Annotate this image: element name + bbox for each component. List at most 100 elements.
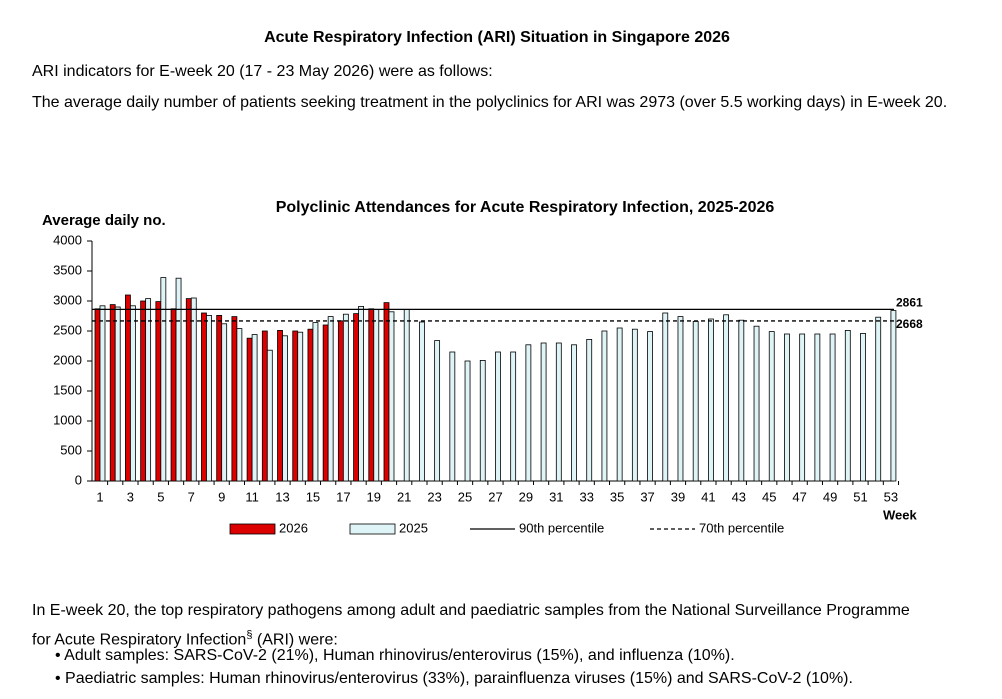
bar — [510, 351, 517, 482]
bar — [419, 321, 425, 482]
bar — [251, 334, 258, 482]
x-tick-label: 21 — [397, 489, 411, 504]
y-tick-label: 0 — [75, 472, 82, 487]
x-tick-label: 51 — [853, 489, 867, 504]
bar — [94, 308, 101, 482]
bar — [616, 327, 623, 482]
bar — [312, 322, 319, 482]
bar — [206, 314, 212, 482]
bar — [571, 344, 577, 482]
bar — [358, 305, 364, 482]
bar — [99, 305, 106, 482]
x-tick-label: 39 — [671, 489, 685, 504]
bar — [449, 351, 456, 482]
x-tick-label: 25 — [458, 489, 472, 504]
bar — [723, 314, 730, 482]
bar — [768, 331, 775, 482]
bullet: • Paediatric samples: Human rhinovirus/e… — [55, 670, 853, 687]
x-tick-label: 9 — [218, 489, 225, 504]
bar — [342, 313, 349, 482]
bar — [677, 316, 684, 482]
bar — [277, 329, 283, 482]
x-tick-label: 11 — [245, 489, 259, 504]
bar — [708, 318, 714, 482]
bar — [373, 308, 380, 482]
bar — [829, 333, 836, 482]
bar — [540, 342, 547, 482]
x-tick-label: 29 — [519, 489, 533, 504]
x-tick-label: 53 — [884, 489, 898, 504]
bar — [282, 335, 288, 482]
findings-lead: In E-week 20, the top respiratory pathog… — [32, 599, 912, 652]
bar — [145, 298, 152, 482]
x-tick-label: 33 — [579, 489, 593, 504]
bar — [160, 277, 167, 482]
y-tick-label: 1500 — [53, 382, 82, 397]
bar — [388, 311, 395, 482]
bar — [170, 308, 177, 482]
x-tick-label: 5 — [157, 489, 164, 504]
bar — [586, 338, 593, 482]
bar — [125, 294, 131, 482]
bar — [844, 329, 851, 482]
x-tick-label: 49 — [823, 489, 837, 504]
bar — [647, 331, 653, 482]
bar — [479, 359, 486, 482]
legend-label: 2026 — [279, 520, 308, 535]
bar — [307, 328, 314, 482]
bar — [236, 328, 243, 482]
bar — [246, 337, 253, 482]
x-axis-label: Week — [883, 507, 917, 522]
x-tick-label: 7 — [188, 489, 195, 504]
bar — [403, 308, 410, 482]
legend-label: 2025 — [399, 520, 428, 535]
bar — [814, 333, 821, 482]
legend-swatch — [349, 523, 396, 535]
bar — [464, 360, 471, 482]
bar — [890, 310, 897, 482]
x-tick-label: 27 — [488, 489, 502, 504]
y-tick-label: 2000 — [53, 352, 82, 367]
bar — [155, 301, 162, 482]
intro-line: The average daily number of patients see… — [32, 94, 948, 111]
bar — [555, 342, 562, 482]
legend-swatch — [229, 523, 276, 535]
x-tick-label: 3 — [127, 489, 134, 504]
bar — [231, 316, 238, 482]
bar — [875, 316, 882, 482]
reference-label: 2861 — [896, 296, 923, 310]
bar — [753, 325, 760, 482]
y-tick-label: 1000 — [53, 412, 82, 427]
intro-line: ARI indicators for E-week 20 (17 - 23 Ma… — [32, 63, 493, 80]
bar — [601, 330, 608, 482]
bullet-text: Paediatric samples: Human rhinovirus/ent… — [65, 670, 853, 687]
bar — [140, 300, 147, 482]
x-tick-label: 47 — [792, 489, 806, 504]
y-tick-label: 3500 — [53, 262, 82, 277]
x-tick-label: 23 — [427, 489, 441, 504]
x-tick-label: 17 — [336, 489, 350, 504]
y-tick-label: 4000 — [53, 232, 82, 247]
bar — [662, 312, 669, 482]
bar — [201, 312, 207, 482]
bullet: • Adult samples: SARS-CoV-2 (21%), Human… — [55, 647, 735, 664]
bar — [221, 323, 228, 482]
bar — [297, 331, 304, 482]
y-tick-label: 2500 — [53, 322, 82, 337]
bar — [130, 305, 136, 482]
bar — [799, 333, 806, 482]
bar — [368, 308, 375, 482]
bar — [337, 320, 344, 482]
bar — [860, 332, 866, 482]
bar — [327, 316, 334, 482]
y-tick-label: 500 — [60, 442, 82, 457]
y-axis-label: Average daily no. — [42, 212, 166, 229]
x-tick-label: 19 — [367, 489, 381, 504]
superscript: § — [246, 629, 253, 641]
lead-text: (ARI) were: — [252, 631, 338, 649]
bar — [190, 297, 197, 482]
bar — [185, 298, 192, 482]
x-tick-label: 43 — [732, 489, 746, 504]
